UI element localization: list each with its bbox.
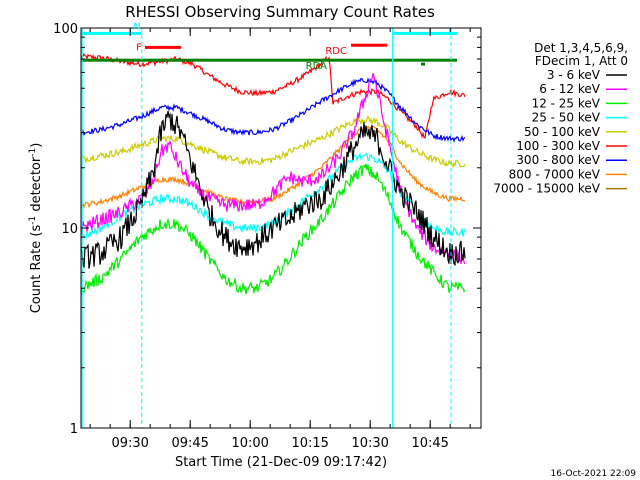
x-tick-label-5: 10:45	[411, 436, 448, 451]
y-tick-label-0: 1	[70, 422, 78, 437]
y-axis-label-sup2: -1	[28, 148, 38, 157]
series-line-4	[81, 115, 466, 169]
legend-entry-4: 50 - 100 keV	[524, 125, 601, 139]
x-axis-label: Start Time (21-Dec-09 09:17:42)	[175, 455, 387, 470]
flag-bar-3-0	[81, 58, 457, 62]
flag-bar-0-0	[81, 31, 141, 35]
y-axis-label-sup1: -1	[28, 216, 38, 225]
flag-label-2: RDC	[325, 46, 347, 57]
legend-entry-6: 300 - 800 keV	[516, 153, 600, 167]
series-group	[81, 52, 466, 296]
legend-entry-0: 3 - 6 keV	[547, 68, 601, 82]
legend-header-line2: FDecim 1, Att 0	[535, 54, 628, 68]
flag-label-0: N	[133, 21, 140, 32]
x-tick-label-0: 09:30	[111, 436, 148, 451]
legend-entry-5: 100 - 300 keV	[516, 139, 600, 153]
legend-entry-2: 12 - 25 keV	[532, 96, 601, 110]
y-tick-label-2: 100	[53, 22, 78, 37]
legend: Det 1,3,4,5,6,9, FDecim 1, Att 0 3 - 6 k…	[493, 41, 628, 196]
legend-entry-3: 25 - 50 keV	[532, 111, 601, 125]
x-tick-label-2: 10:00	[231, 436, 268, 451]
x-tick-label-3: 10:15	[291, 436, 328, 451]
series-line-0	[81, 110, 466, 269]
series-line-2	[81, 163, 466, 296]
flag-bar-0-1	[393, 31, 457, 35]
flag-bar-1-0	[145, 45, 181, 49]
legend-entry-7: 800 - 7000 keV	[509, 167, 601, 181]
chart-title: RHESSI Observing Summary Count Rates	[125, 3, 435, 21]
flag-labels-group: NF RDC RDA	[133, 21, 347, 72]
legend-entry-1: 6 - 12 keV	[539, 82, 601, 96]
legend-header-line1: Det 1,3,4,5,6,9,	[534, 41, 628, 55]
plot-area: 09:30 09:45 10:00 10:15 10:30 10:45 1 10 100 NF R…	[53, 21, 482, 451]
axis-ticks-group: 09:30 09:45 10:00 10:15 10:30 10:45 1 10 100	[53, 22, 481, 451]
y-axis-label-part3: )	[29, 143, 44, 148]
x-tick-label-4: 10:30	[351, 436, 388, 451]
flag-label-1: F	[136, 42, 142, 53]
timestamp: 16-Oct-2021 22:09	[551, 469, 637, 479]
y-axis-label-part1: Count Rate (s	[29, 225, 44, 314]
y-tick-label-1: 10	[61, 222, 78, 237]
flag-bar-2-0	[351, 43, 387, 47]
x-tick-label-1: 09:45	[171, 436, 208, 451]
flag-bar-4-0	[421, 62, 425, 66]
y-axis-label-part2: detector	[29, 156, 44, 216]
series-line-7	[81, 123, 466, 210]
series-line-6	[81, 77, 466, 143]
flag-label-3: RDA	[306, 61, 327, 72]
flag-bars-group	[81, 31, 457, 66]
y-axis-label: Count Rate (s-1 detector-1)	[28, 143, 44, 314]
legend-entry-8: 7000 - 15000 keV	[493, 182, 600, 196]
